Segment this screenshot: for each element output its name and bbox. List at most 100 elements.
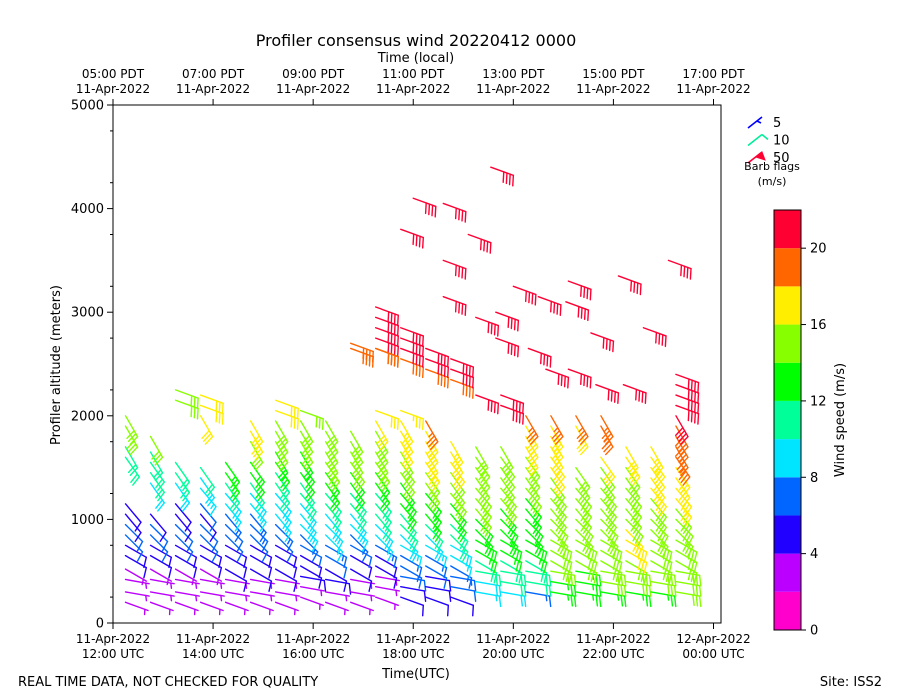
barb-half-feather (260, 518, 265, 525)
barb-feather (453, 469, 462, 479)
barb-feather (612, 340, 615, 353)
wind-barb (224, 591, 250, 602)
wind-barb (149, 554, 173, 579)
wind-barb (450, 596, 475, 617)
barb-feather (694, 411, 697, 424)
wind-barb (249, 513, 267, 543)
barb-feather (393, 354, 396, 367)
wind-barb (650, 591, 677, 608)
barb-feather (487, 321, 490, 334)
barb-feather (655, 494, 664, 504)
barb-feather (651, 461, 661, 471)
barb-feather (562, 546, 569, 557)
barb-feather (434, 511, 442, 522)
barb-feather (236, 540, 244, 552)
barb-feather (276, 435, 285, 445)
barb-feather (482, 503, 490, 514)
barb-feather (630, 473, 639, 484)
colorbar-bin (774, 286, 801, 325)
barb-feather (565, 549, 570, 562)
barb-feather (490, 400, 493, 413)
barb-feather (520, 594, 524, 607)
barb-feather (257, 508, 265, 519)
barb-feather (693, 551, 698, 563)
colorbar-bin (774, 362, 801, 401)
wind-barb (650, 580, 677, 597)
barb-shaft (375, 554, 398, 569)
barb-half-feather (312, 548, 316, 555)
barb-feather (384, 538, 391, 550)
barb-half-feather (345, 594, 348, 602)
colorbar-bin (774, 248, 801, 287)
barb-feather (507, 316, 510, 329)
wind-barb (249, 601, 274, 616)
barb-feather (497, 324, 500, 337)
barb-feather (437, 373, 440, 386)
wind-barb (375, 565, 398, 589)
barb-feather (168, 556, 173, 569)
barb-feather (567, 376, 570, 389)
barb-feather (565, 570, 570, 583)
wind-barb (224, 492, 242, 522)
barb-feather (472, 366, 475, 379)
wind-barb (625, 508, 643, 537)
barb-feather (296, 407, 299, 420)
barb-feather (428, 203, 431, 216)
barb-feather (205, 483, 214, 494)
barb-feather (503, 470, 512, 481)
barb-feather (543, 561, 548, 574)
barb-feather (632, 541, 639, 552)
barb-feather (553, 432, 562, 442)
barb-feather (532, 496, 541, 507)
barb-feather (657, 486, 666, 497)
barb-feather (642, 583, 645, 596)
x-axis-label: Time(UTC) (381, 667, 450, 682)
barb-feather (634, 506, 643, 517)
barb-feather (578, 443, 587, 453)
barb-feather (353, 458, 362, 468)
wind-barb (450, 544, 473, 569)
barb-feather (332, 481, 341, 491)
barb-feather (586, 287, 589, 300)
barb-feather (282, 502, 291, 512)
barb-feather (412, 551, 419, 562)
barb-feather (512, 174, 515, 187)
barb-feather (523, 574, 527, 587)
barb-feather (508, 173, 511, 186)
barb-feather (462, 373, 465, 386)
barb-feather (234, 511, 242, 522)
barb-feather (480, 494, 489, 504)
barb-feather (472, 376, 475, 389)
barb-feather (655, 473, 664, 484)
wind-barb (174, 544, 198, 569)
wind-barb (400, 596, 424, 617)
barb-half-feather (320, 589, 323, 597)
y-axis-label: Profiler altitude (meters) (49, 285, 64, 445)
barb-feather (409, 511, 417, 522)
barb-feather (393, 416, 396, 429)
wind-barb (550, 508, 567, 537)
barb-feather (655, 483, 664, 494)
wind-barb (299, 420, 314, 451)
barb-half-feather (341, 554, 345, 562)
wind-barb (324, 601, 349, 616)
barb-feather (618, 551, 623, 563)
barb-feather (557, 503, 565, 514)
barb-feather (334, 531, 342, 543)
barb-feather (682, 486, 691, 497)
wind-barb (675, 508, 693, 537)
barb-feather (568, 551, 573, 563)
barb-half-feather (433, 526, 438, 533)
wind-barb (450, 441, 464, 471)
barb-feather (418, 365, 421, 377)
barb-feather (455, 499, 464, 509)
barb-feather (687, 535, 694, 547)
wind-barb (400, 523, 419, 552)
barb-feather (607, 513, 615, 524)
barb-feather (640, 549, 645, 562)
barb-shaft (124, 513, 142, 534)
wind-barb (500, 394, 525, 415)
wind-barb (575, 425, 589, 456)
barb-feather (421, 345, 424, 358)
barb-feather (428, 469, 437, 479)
